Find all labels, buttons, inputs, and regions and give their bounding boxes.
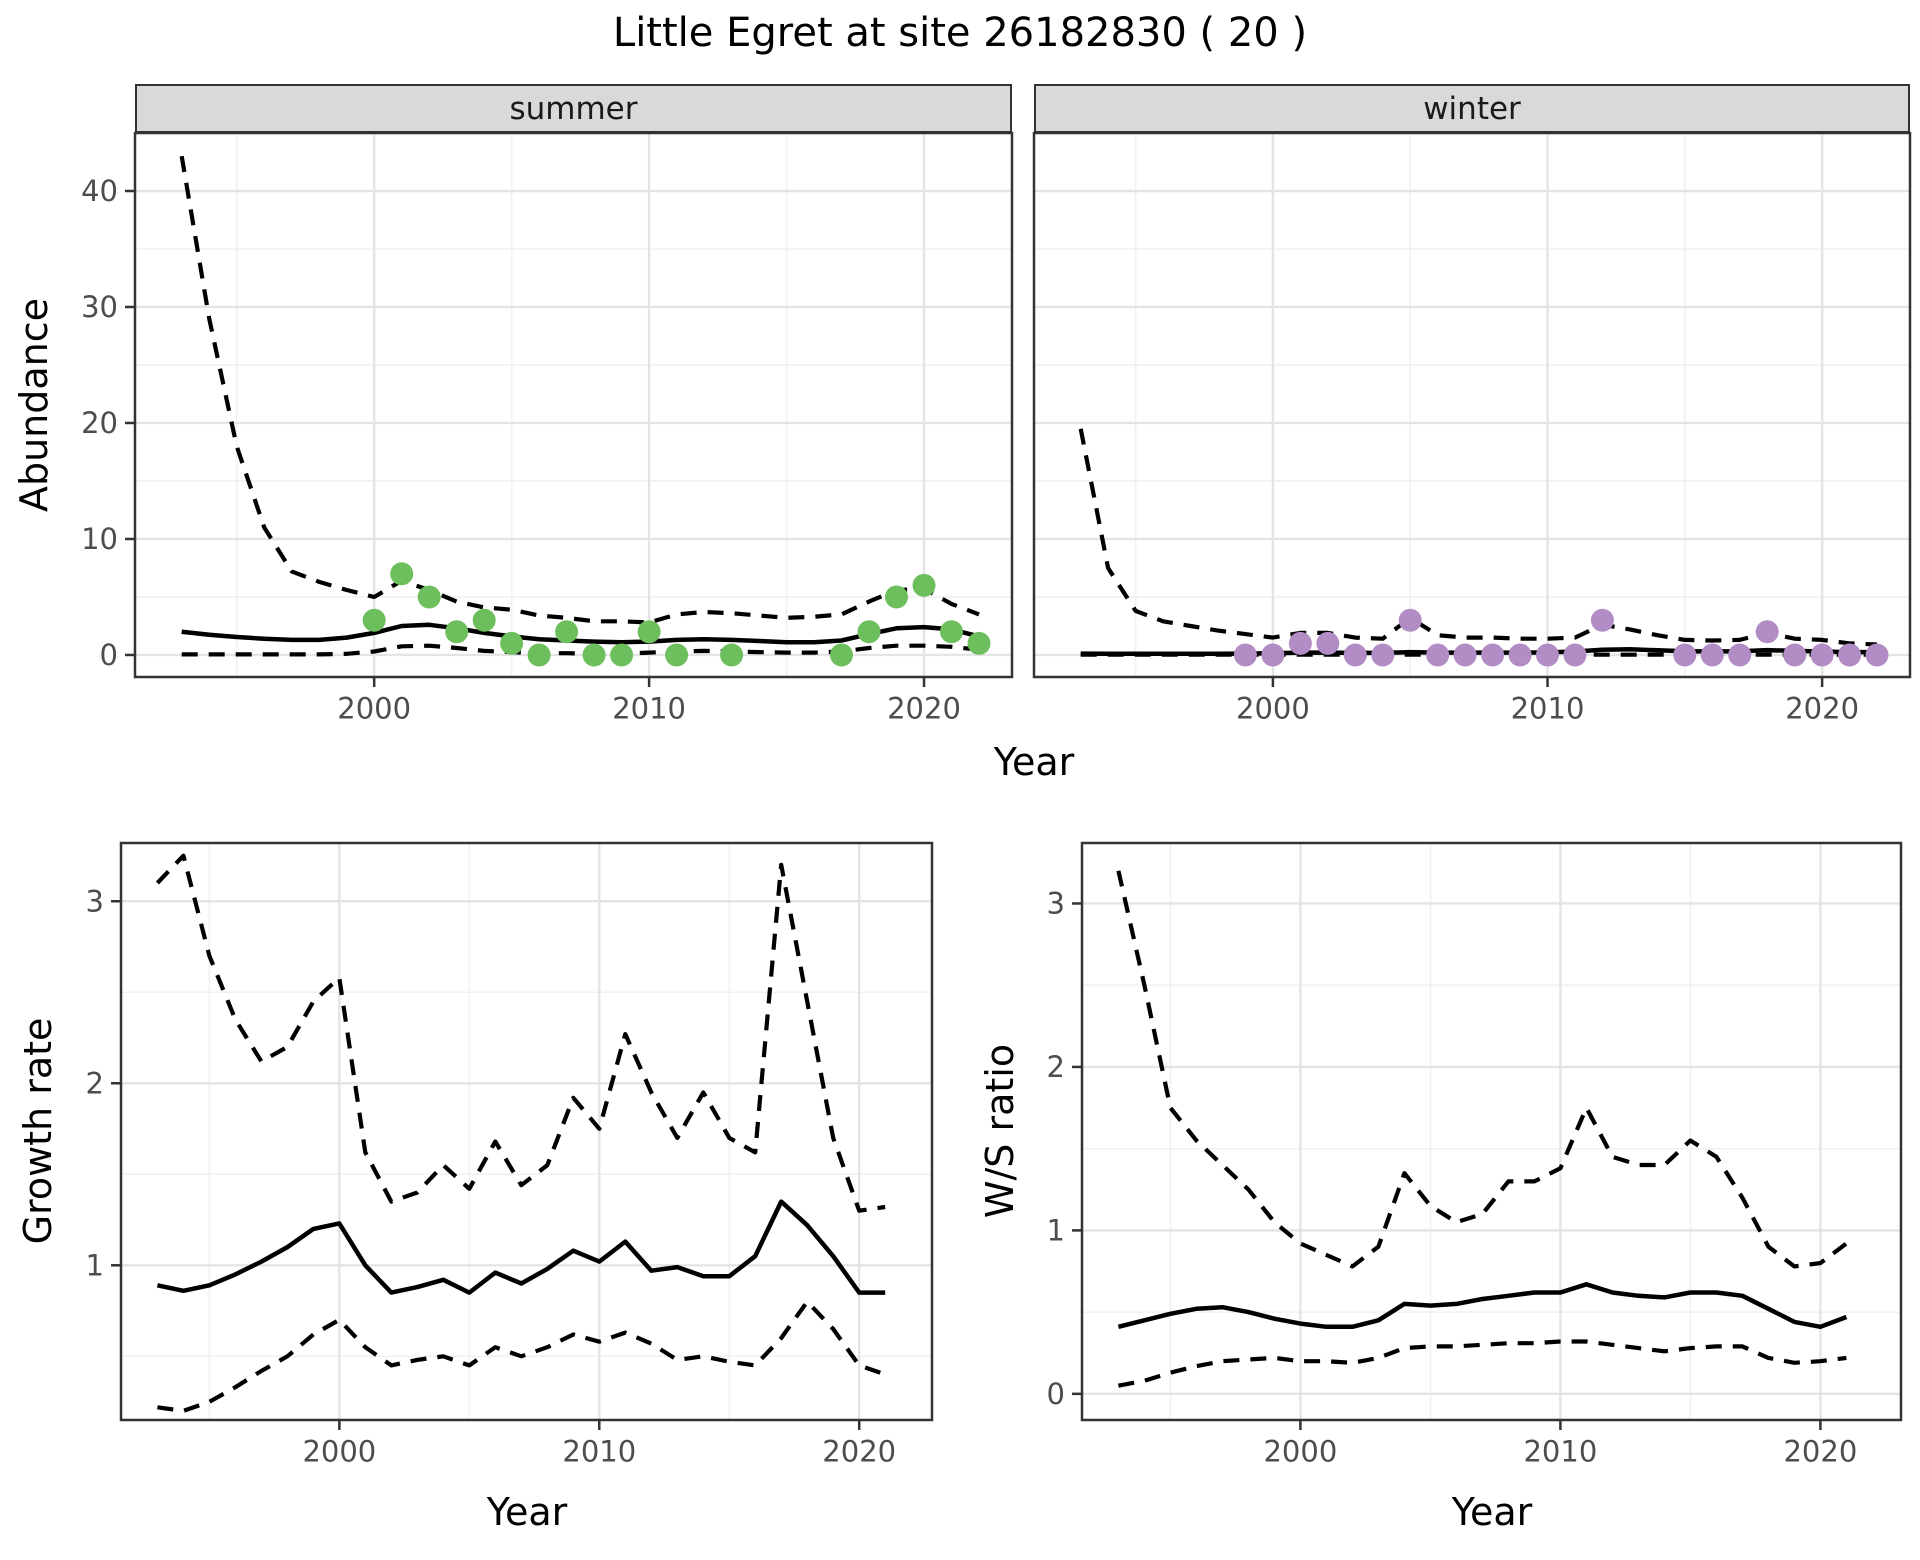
data-point-observed-counts-summer (885, 585, 908, 609)
x-tick-label: 2000 (1236, 692, 1310, 726)
x-tick-label: 2000 (337, 692, 411, 726)
x-tick-label: 2000 (1263, 1435, 1337, 1469)
data-point-observed-counts-winter (1783, 643, 1807, 667)
panel-border (119, 841, 934, 1422)
x-tick-label: 2020 (1785, 692, 1859, 726)
data-point-observed-counts-winter (1316, 631, 1340, 655)
series-upper_ci-dashed-line (155, 853, 886, 1213)
data-point-observed-counts-summer (582, 643, 606, 667)
data-point-observed-counts-winter (1288, 631, 1312, 655)
panel-background (1034, 133, 1910, 677)
y-tick-label: 0 (1047, 1377, 1065, 1411)
series-fit-solid-line (1117, 1282, 1848, 1330)
data-point-observed-counts-summer (610, 643, 634, 667)
data-point-observed-counts-summer (940, 620, 963, 644)
x-tick-label: 2020 (822, 1435, 896, 1469)
data-point-observed-counts-winter (1481, 643, 1505, 667)
panel-background (1082, 843, 1901, 1420)
panel-growth-rate: 2000 2010 2020 1 2 3 (86, 841, 934, 1469)
data-point-observed-counts-summer (390, 562, 414, 586)
data-point-observed-counts-winter (1755, 620, 1779, 644)
y-tick-label: 40 (81, 174, 118, 208)
data-point-observed-counts-winter (1261, 643, 1285, 667)
data-point-observed-counts-summer (445, 620, 469, 644)
data-point-observed-counts-summer (967, 631, 991, 655)
data-point-observed-counts-summer (830, 643, 853, 667)
x-tick-label: 2010 (612, 692, 686, 726)
panel-ws-ratio: 2000 2010 2020 0 1 2 3 (1047, 841, 1903, 1469)
data-point-observed-counts-summer (527, 643, 551, 667)
series-fit-solid-line (181, 622, 980, 645)
series-fit-solid-line (156, 1199, 886, 1295)
series-upper_ci-dashed-line (179, 155, 980, 625)
panel-background (121, 843, 932, 1420)
y-tick-label: 1 (1047, 1214, 1065, 1248)
panel-border (1080, 841, 1903, 1422)
facet-strip-summer: summer (135, 84, 1012, 133)
data-point-observed-counts-summer (362, 608, 386, 632)
data-point-observed-counts-winter (1371, 643, 1395, 667)
data-point-observed-counts-winter (1865, 643, 1889, 667)
data-point-observed-counts-winter (1398, 608, 1422, 632)
panel-abundance-winter: 2000 2010 2020 (1032, 131, 1912, 726)
facet-strip-summer-label: summer (509, 90, 638, 127)
y-tick-label: 0 (100, 638, 118, 672)
data-point-observed-counts-summer (472, 608, 496, 632)
panel-border (1032, 131, 1912, 679)
data-point-observed-counts-summer (720, 643, 744, 667)
y-tick-label: 1 (86, 1248, 104, 1282)
x-tick-label: 2010 (562, 1435, 636, 1469)
y-tick-label: 30 (81, 290, 118, 324)
x-axis-title-top: Year (993, 740, 1075, 784)
plot-area (155, 853, 886, 1414)
y-tick-label: 3 (1047, 887, 1065, 921)
data-point-observed-counts-winter (1728, 643, 1752, 667)
facet-strip-winter: winter (1034, 84, 1910, 133)
data-point-observed-counts-winter (1563, 643, 1587, 667)
x-axis-title-ws: Year (1451, 1490, 1533, 1534)
data-point-observed-counts-winter (1590, 608, 1614, 632)
data-point-observed-counts-summer (857, 620, 881, 644)
plot-area (179, 155, 991, 667)
plot-area (1078, 428, 1889, 667)
x-axis-title-growth: Year (486, 1490, 568, 1534)
data-point-observed-counts-winter (1810, 643, 1834, 667)
data-point-observed-counts-summer (500, 631, 524, 655)
data-point-observed-counts-summer (555, 620, 579, 644)
series-lower_ci-dashed-line (157, 1299, 886, 1414)
data-point-observed-counts-summer (665, 643, 689, 667)
panel-border (133, 131, 1014, 679)
data-point-observed-counts-summer (637, 620, 661, 644)
data-point-observed-counts-winter (1453, 643, 1477, 667)
facet-strip-winter-label: winter (1423, 90, 1521, 127)
data-point-observed-counts-winter (1508, 643, 1532, 667)
y-tick-label: 10 (81, 522, 118, 556)
series-upper_ci-dashed-line (1078, 428, 1878, 647)
data-point-observed-counts-summer (417, 585, 441, 609)
data-point-observed-counts-winter (1233, 643, 1257, 667)
data-point-observed-counts-winter (1536, 643, 1559, 667)
y-tick-label: 20 (81, 406, 118, 440)
x-tick-label: 2010 (1511, 692, 1585, 726)
data-point-observed-counts-winter (1343, 643, 1367, 667)
x-tick-label: 2010 (1523, 1435, 1597, 1469)
panel-background (135, 133, 1012, 677)
data-point-observed-counts-winter (1426, 643, 1450, 667)
x-tick-label: 2020 (887, 692, 961, 726)
y-tick-label: 2 (86, 1066, 104, 1100)
y-tick-label: 3 (86, 884, 104, 918)
x-tick-label: 2020 (1783, 1435, 1857, 1469)
plot-area (1116, 870, 1848, 1388)
data-point-observed-counts-winter (1838, 643, 1862, 667)
panel-abundance-summer: 2000 2010 2020 0 10 20 30 40 (81, 131, 1014, 726)
page-title: Little Egret at site 26182830 ( 20 ) (612, 10, 1308, 56)
y-tick-label: 2 (1047, 1050, 1065, 1084)
data-point-observed-counts-summer (912, 573, 936, 597)
x-tick-label: 2000 (302, 1435, 376, 1469)
data-point-observed-counts-winter (1700, 643, 1724, 667)
data-point-observed-counts-winter (1673, 643, 1697, 667)
